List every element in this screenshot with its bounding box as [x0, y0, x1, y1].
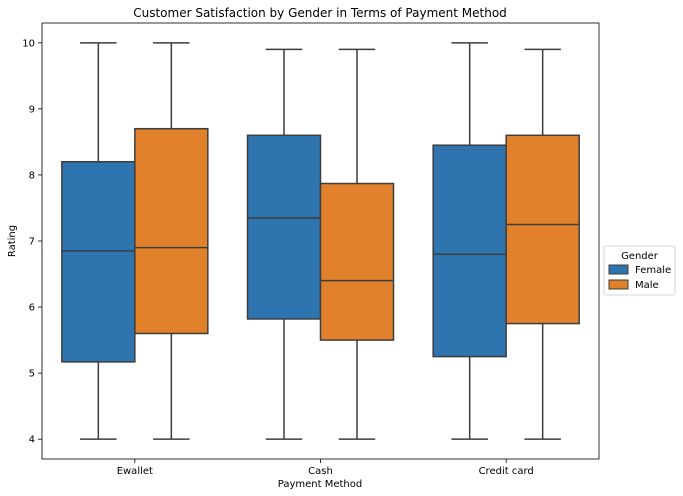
iqr-box: [61, 160, 136, 363]
legend-label-female: Female: [635, 265, 671, 276]
iqr-box: [246, 134, 322, 320]
x-tick-label: Credit card: [479, 466, 534, 477]
iqr-box: [134, 127, 209, 335]
legend: Gender Female Male: [603, 245, 676, 296]
box-male-0: [134, 42, 209, 440]
y-axis-title: Rating: [7, 225, 18, 257]
legend-label-male: Male: [635, 280, 659, 291]
box-male-2: [505, 48, 580, 440]
iqr-box: [432, 144, 507, 358]
legend-swatch-female: [608, 264, 629, 275]
iqr-box: [319, 182, 395, 341]
x-axis: Ewallet Cash Credit card: [117, 459, 534, 477]
y-tick-label: 4: [29, 435, 35, 446]
y-tick-label: 10: [22, 38, 35, 49]
box-female-0: [61, 42, 136, 440]
y-tick-label: 7: [29, 237, 35, 248]
box-female-1: [246, 48, 322, 440]
y-tick-label: 8: [29, 170, 35, 181]
y-tick-label: 5: [29, 369, 35, 380]
box-male-1: [319, 48, 395, 440]
legend-items: Female Male: [608, 264, 671, 291]
y-tick-label: 6: [29, 303, 35, 314]
x-axis-title: Payment Method: [278, 479, 362, 490]
box-group: [61, 42, 580, 440]
x-tick-label: Ewallet: [117, 466, 153, 477]
iqr-box: [505, 134, 580, 325]
x-tick-label: Cash: [308, 466, 333, 477]
legend-title: Gender: [621, 251, 659, 262]
y-tick-label: 9: [29, 104, 35, 115]
legend-swatch-male: [608, 279, 629, 290]
y-axis: 4 5 6 7 8 9 10: [22, 38, 42, 446]
chart-title: Customer Satisfaction by Gender in Terms…: [133, 6, 507, 20]
